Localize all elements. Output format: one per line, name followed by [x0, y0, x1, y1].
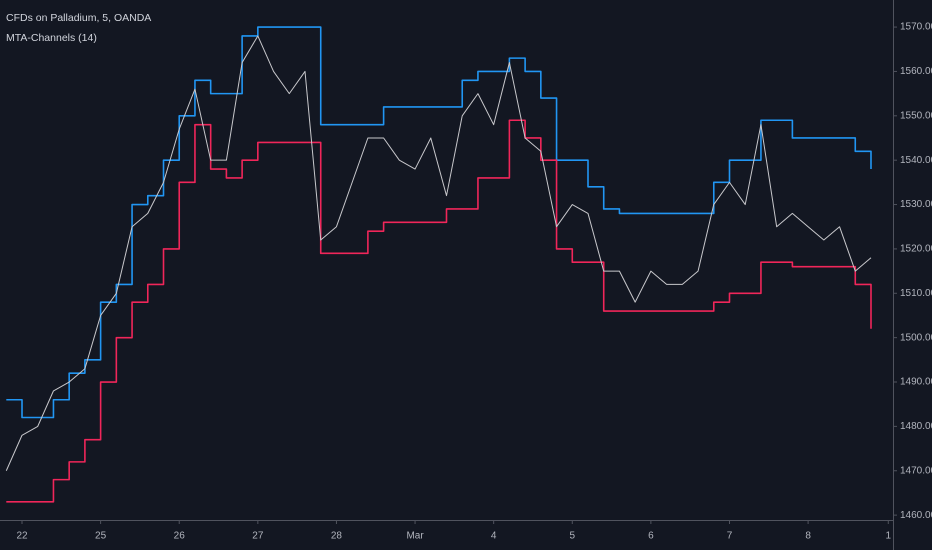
x-tick-label: 4: [491, 531, 497, 542]
y-tick-label: 1480.000: [900, 421, 932, 432]
x-tick-label: 26: [174, 531, 186, 542]
x-tick-label: 25: [95, 531, 107, 542]
series-line: [5, 35, 872, 471]
x-tick-label: 5: [569, 531, 575, 542]
x-tick-label: 7: [727, 531, 733, 542]
series-line: [6, 119, 872, 503]
y-tick-label: 1460.000: [900, 510, 932, 521]
y-tick-label: 1500.000: [900, 332, 932, 343]
y-tick-label: 1510.000: [900, 288, 932, 299]
y-tick-label: 1570.000: [900, 22, 932, 33]
y-tick-label: 1520.000: [900, 244, 932, 255]
x-tick-label: 22: [16, 531, 28, 542]
y-tick-label: 1550.000: [900, 110, 932, 121]
x-tick-label: 1: [886, 531, 892, 542]
series-line: [6, 26, 872, 419]
x-tick-label: 27: [252, 531, 264, 542]
y-tick-label: 1540.000: [900, 155, 932, 166]
y-tick-label: 1470.000: [900, 465, 932, 476]
x-tick-label: Mar: [406, 531, 424, 542]
chart-title: CFDs on Palladium, 5, OANDA: [6, 12, 151, 24]
x-tick-label: 8: [805, 531, 811, 542]
y-tick-label: 1490.000: [900, 377, 932, 388]
x-tick-label: 6: [648, 531, 654, 542]
y-tick-label: 1560.000: [900, 66, 932, 77]
x-tick-label: 28: [331, 531, 343, 542]
y-tick-label: 1530.000: [900, 199, 932, 210]
indicator-label: MTA-Channels (14): [6, 32, 97, 44]
